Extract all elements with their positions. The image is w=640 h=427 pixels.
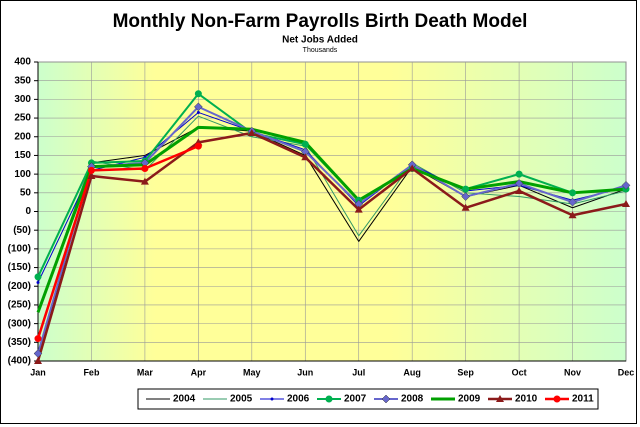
y-tick-label: (300) (8, 318, 31, 329)
data-point (196, 110, 200, 114)
data-point (194, 90, 202, 98)
x-tick-label: Feb (83, 367, 100, 377)
legend-label: 2011 (572, 394, 594, 405)
series-line (37, 105, 627, 354)
data-point (194, 102, 203, 112)
y-tick-label: 0 (25, 206, 31, 217)
legend-marker (553, 395, 561, 403)
data-point (194, 142, 202, 150)
x-tick-label: Dec (618, 367, 635, 377)
data-point (622, 200, 630, 208)
series-line (36, 144, 199, 339)
data-point (408, 164, 417, 172)
data-point (621, 180, 631, 190)
y-tick-label: 250 (14, 113, 31, 124)
y-tick-label: (100) (8, 244, 31, 255)
legend-marker (325, 395, 333, 403)
y-tick-label: 350 (14, 75, 31, 86)
legend-label: 2005 (230, 394, 253, 405)
x-tick-label: Mar (137, 367, 154, 377)
data-point (87, 171, 96, 179)
y-tick-label: (250) (8, 300, 31, 311)
legend-label: 2007 (344, 394, 367, 405)
y-tick-label: (350) (8, 337, 31, 348)
chart-title: Monthly Non-Farm Payrolls Birth Death Mo… (113, 11, 528, 32)
data-point (36, 281, 40, 285)
x-tick-label: Oct (512, 367, 527, 377)
y-tick-label: 300 (14, 94, 31, 105)
y-tick-label: (200) (8, 281, 31, 292)
data-point (461, 192, 470, 201)
legend-marker (381, 394, 391, 404)
y-tick-label: 100 (14, 169, 31, 180)
chart-subtitle: Net Jobs Added (282, 35, 358, 46)
x-tick-label: Jul (352, 367, 365, 377)
series-line (36, 125, 627, 313)
y-tick-label: 150 (14, 150, 31, 161)
y-tick-label: (150) (8, 262, 31, 273)
x-tick-label: Aug (403, 367, 421, 377)
data-point (141, 165, 149, 173)
data-point (515, 186, 524, 194)
legend-label: 2008 (401, 394, 424, 405)
legend-label: 2004 (173, 394, 196, 405)
x-tick-label: Apr (191, 367, 207, 377)
y-tick-label: 200 (14, 131, 31, 142)
legend-box (137, 388, 599, 410)
y-tick-label: 400 (14, 57, 31, 68)
x-tick-label: Nov (564, 367, 581, 377)
y-tick-label: (50) (13, 225, 31, 236)
x-tick-label: May (243, 367, 261, 377)
data-point (354, 205, 363, 213)
legend-label: 2010 (515, 394, 538, 405)
unit-label: Thousands (303, 47, 338, 54)
x-tick-label: Jun (297, 367, 313, 377)
data-point (87, 166, 95, 174)
y-tick-label: (400) (8, 356, 31, 367)
y-tick-label: 50 (20, 187, 32, 198)
data-point (569, 189, 577, 197)
series-line (36, 131, 627, 362)
x-tick-label: Jan (30, 367, 46, 377)
data-point (301, 153, 310, 161)
data-point (34, 357, 42, 364)
data-point (34, 273, 42, 281)
data-point (461, 203, 470, 211)
data-point (515, 170, 523, 178)
data-point (140, 177, 149, 185)
data-point (568, 197, 577, 207)
data-point (34, 335, 42, 343)
data-point (301, 140, 309, 148)
x-tick-label: Sep (457, 367, 474, 377)
legend-marker (496, 395, 504, 402)
data-point (247, 129, 256, 137)
data-point (568, 211, 577, 219)
legend-marker (270, 397, 274, 401)
data-point (462, 185, 470, 193)
series-line (37, 126, 627, 362)
legend-label: 2006 (287, 394, 310, 405)
legend-label: 2009 (458, 394, 481, 405)
